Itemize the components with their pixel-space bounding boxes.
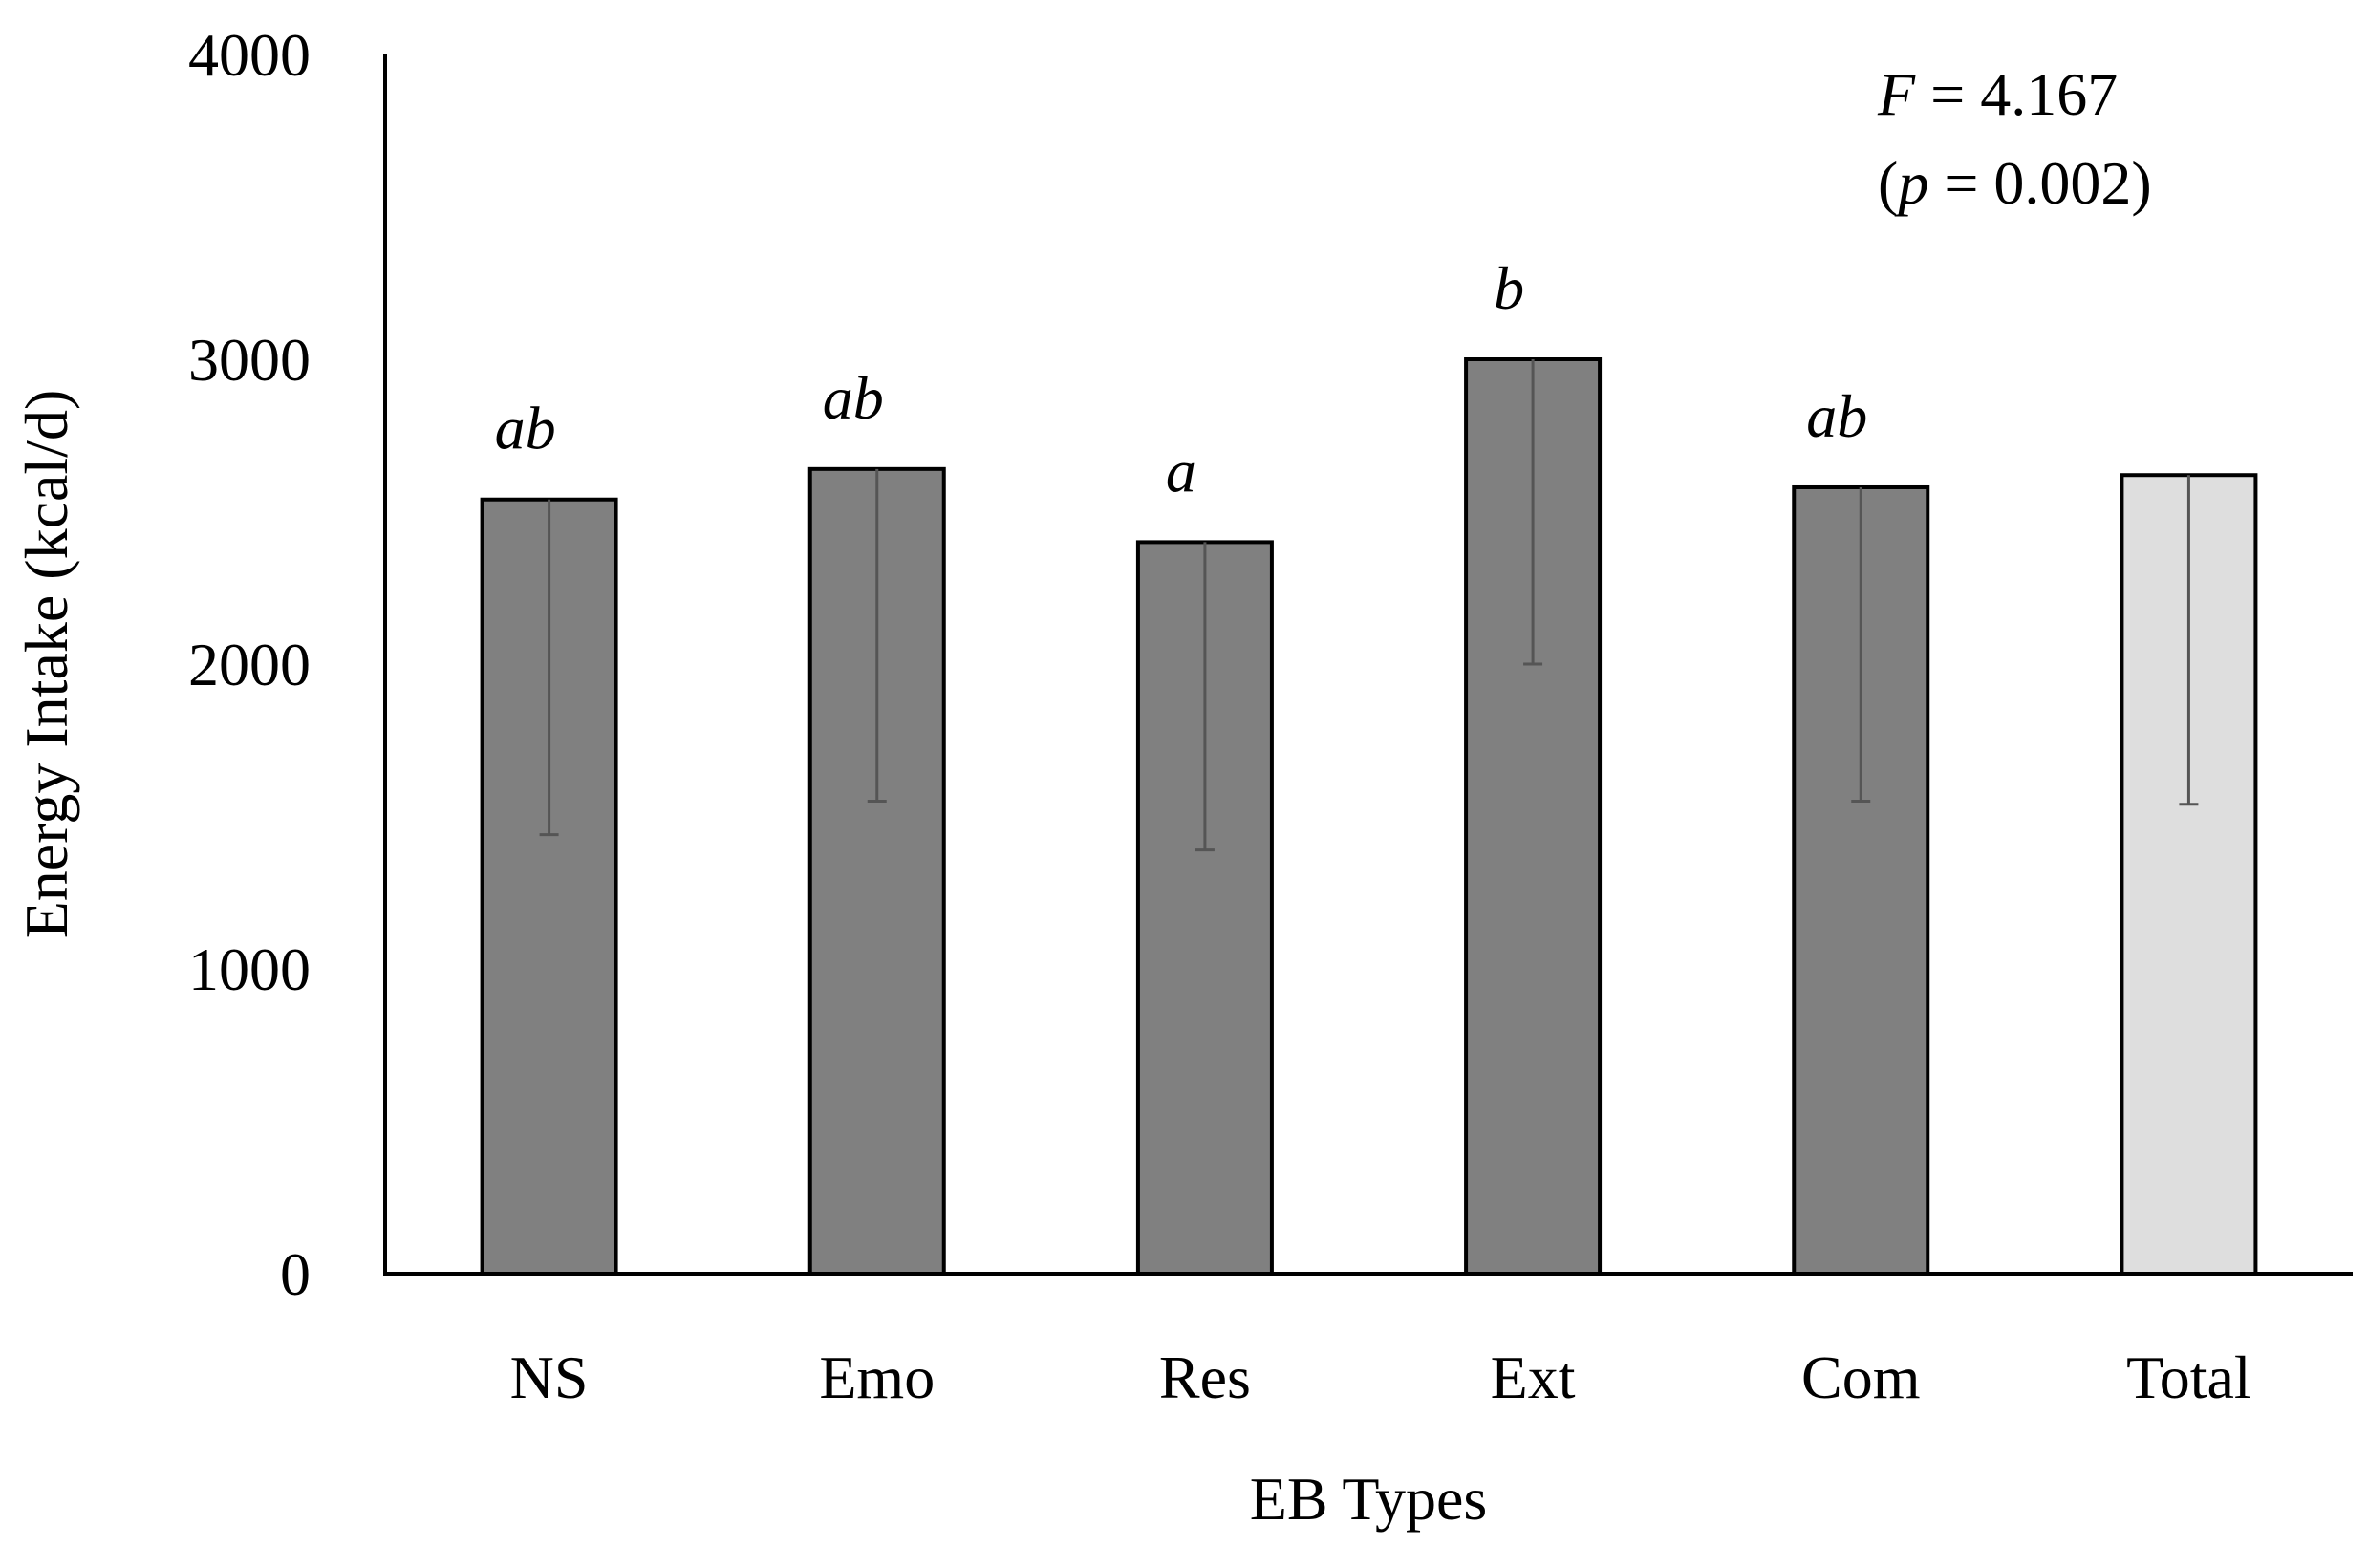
error-bars — [539, 359, 2199, 852]
significance-letter-emo: ab — [823, 364, 884, 432]
y-tick-labels: 0 1000 2000 3000 4000 — [188, 21, 311, 1308]
f-statistic-annotation: F = 4.167 — [1877, 60, 2118, 128]
y-tick-label: 3000 — [188, 326, 311, 394]
significance-letter-com: ab — [1806, 382, 1867, 450]
x-tick-labels: NS Emo Res Ext Com Total — [510, 1343, 2251, 1411]
p-symbol: p — [1894, 149, 1928, 217]
y-tick-label: 0 — [280, 1240, 311, 1308]
x-axis-label: EB Types — [1250, 1465, 1488, 1533]
significance-letter-ns: ab — [495, 395, 556, 462]
x-tick-label-total: Total — [2126, 1343, 2251, 1411]
f-value: = 4.167 — [1915, 60, 2118, 128]
p-value: = 0.002) — [1928, 149, 2151, 217]
significance-letter-ext: b — [1494, 254, 1524, 322]
y-axis-label: Energy Intake (kcal/d) — [12, 390, 80, 939]
p-open-paren: ( — [1878, 149, 1898, 217]
y-tick-label: 4000 — [188, 21, 311, 89]
x-tick-label-ext: Ext — [1491, 1343, 1576, 1411]
significance-letter-res: a — [1166, 437, 1196, 505]
x-tick-label-emo: Emo — [819, 1343, 935, 1411]
x-tick-label-ns: NS — [510, 1343, 589, 1411]
y-tick-label: 2000 — [188, 631, 311, 698]
p-value-annotation: (p = 0.002) — [1878, 149, 2152, 217]
f-symbol: F — [1877, 60, 1916, 128]
y-tick-label: 1000 — [188, 935, 311, 1003]
x-tick-label-com: Com — [1801, 1343, 1920, 1411]
bar-ext — [1464, 357, 1603, 1276]
bars — [480, 357, 2258, 1277]
x-tick-label-res: Res — [1159, 1343, 1251, 1411]
